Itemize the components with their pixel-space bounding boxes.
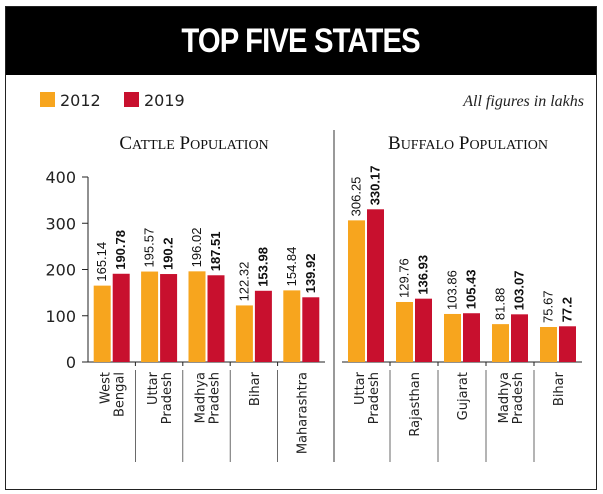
buffalo-value-label-2019: 103.07 [512, 271, 527, 311]
cattle-bar-2012 [235, 305, 253, 362]
buffalo-value-label-2019: 136.93 [416, 255, 431, 295]
chart-frame [5, 6, 597, 490]
cattle-bar-2012 [188, 271, 206, 362]
cattle-value-label-2019: 187.51 [208, 232, 223, 272]
y-tick-label: 300 [45, 214, 76, 233]
buffalo-category-label: Uttar [353, 371, 368, 405]
buffalo-value-label-2012: 306.25 [349, 177, 364, 217]
cattle-value-label-2012: 122.32 [236, 262, 251, 302]
buffalo-bar-2019 [511, 314, 528, 362]
cattle-bar-2019 [207, 275, 225, 362]
cattle-value-label-2019: 153.98 [255, 247, 270, 287]
buffalo-panel-title: BUFFALO POPULATION [388, 133, 548, 154]
buffalo-value-label-2019: 105.43 [464, 269, 479, 309]
buffalo-bar-2012 [492, 324, 509, 362]
buffalo-bar-2019 [559, 326, 576, 362]
cattle-value-label-2019: 190.2 [161, 237, 176, 270]
cattle-bar-2019 [160, 274, 178, 362]
buffalo-bar-2012 [540, 327, 557, 362]
legend-swatch-2012 [40, 92, 55, 107]
y-tick-label: 0 [66, 353, 76, 372]
buffalo-bar-2019 [367, 209, 384, 362]
cattle-category-label: Maharashtra [295, 372, 310, 454]
y-tick-label: 400 [45, 168, 76, 187]
legend-label-2012: 2012 [60, 91, 101, 110]
title-bar: TOP FIVE STATES [6, 7, 596, 75]
cattle-value-label-2012: 195.57 [142, 228, 157, 268]
cattle-value-label-2019: 139.92 [303, 254, 318, 294]
buffalo-category-label: Madhya [497, 372, 512, 423]
buffalo-value-label-2019: 330.17 [368, 166, 383, 206]
cattle-category-label: Uttar [146, 371, 161, 405]
buffalo-category-label: Rajasthan [408, 372, 423, 437]
cattle-category-label: Pradesh [160, 372, 175, 424]
buffalo-value-label-2012: 129.76 [397, 258, 412, 298]
cattle-panel-title: CATTLE POPULATION [119, 133, 268, 154]
legend-swatch-2019 [124, 92, 139, 107]
cattle-bar-2019 [254, 290, 272, 362]
y-tick-label: 100 [45, 307, 76, 326]
buffalo-value-label-2012: 75.67 [541, 290, 556, 323]
cattle-category-label: Bengal [113, 372, 128, 417]
buffalo-value-label-2012: 81.88 [493, 288, 508, 321]
buffalo-category-label: Gujarat [456, 372, 471, 420]
buffalo-value-label-2012: 103.86 [445, 270, 460, 310]
cattle-value-label-2012: 154.84 [284, 247, 299, 287]
buffalo-bar-2012 [396, 301, 413, 362]
cattle-category-label: Madhya [194, 372, 209, 423]
figures-note: All figures in lakhs [462, 93, 584, 110]
cattle-bar-2019 [112, 273, 130, 362]
cattle-category-label: Bihar [248, 371, 263, 406]
cattle-value-label-2019: 190.78 [113, 230, 128, 270]
cattle-value-label-2012: 196.02 [189, 228, 204, 268]
buffalo-bar-2019 [463, 313, 480, 362]
cattle-bar-2012 [93, 285, 111, 362]
cattle-bar-2012 [283, 290, 301, 362]
chart-title: TOP FIVE STATES [181, 21, 421, 60]
buffalo-bar-2019 [415, 298, 432, 362]
cattle-category-label: Pradesh [208, 372, 223, 424]
buffalo-category-label: Pradesh [511, 372, 526, 424]
buffalo-category-label: Pradesh [367, 372, 382, 424]
y-tick-label: 200 [45, 261, 76, 280]
cattle-bar-2019 [302, 297, 320, 362]
buffalo-bar-2012 [348, 220, 365, 362]
buffalo-value-label-2019: 77.2 [560, 297, 575, 322]
cattle-value-label-2012: 165.14 [94, 242, 109, 282]
cattle-category-label: West [99, 372, 114, 404]
buffalo-bar-2012 [444, 313, 461, 362]
cattle-bar-2012 [141, 271, 159, 362]
legend-label-2019: 2019 [144, 91, 185, 110]
buffalo-category-label: Bihar [552, 371, 567, 406]
